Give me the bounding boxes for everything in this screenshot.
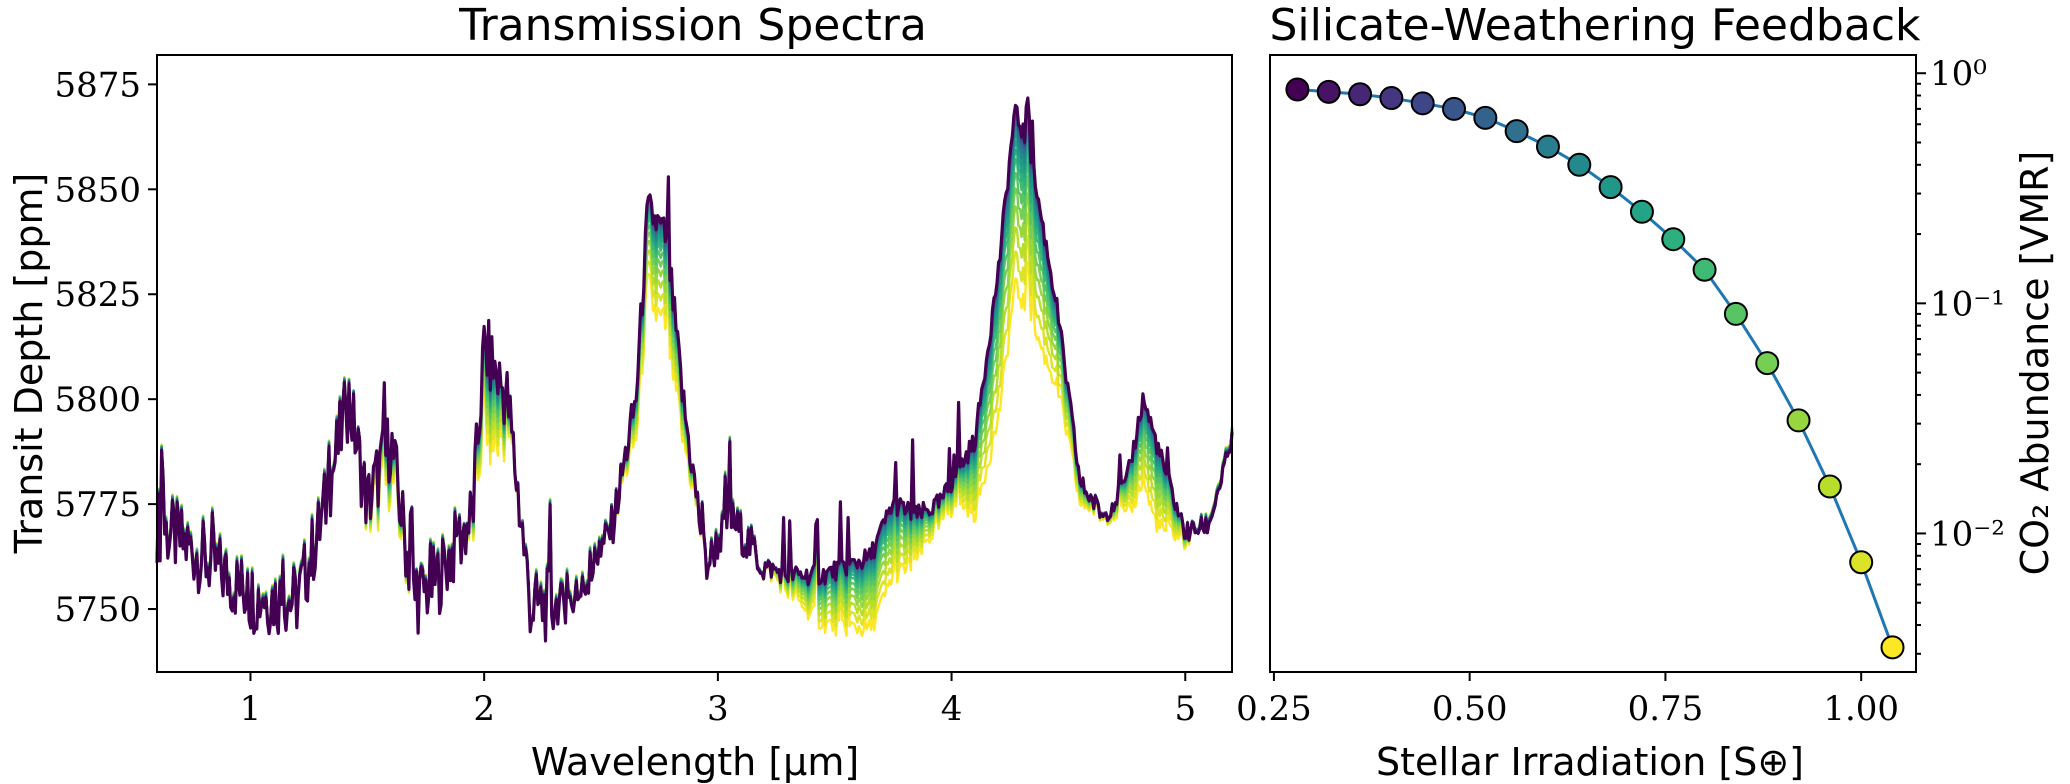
weathering-point	[1817, 474, 1842, 499]
weathering-panel: Silicate-Weathering Feedback 0.25 0.50 0.7…	[1236, 0, 2057, 784]
spectrum-line-7	[155, 103, 1234, 641]
spectrum-line-14	[155, 147, 1234, 638]
spectra-title: Transmission Spectra	[458, 0, 927, 51]
weathering-xtick-label: 0.25	[1236, 689, 1312, 729]
weathering-point	[1504, 119, 1529, 144]
spectrum-line-2	[155, 97, 1234, 642]
spectra-ylabel: Transit Depth [ppm]	[7, 173, 51, 555]
spectra-xticks: 1 2 3 4 5	[240, 672, 1196, 729]
spectrum-line-12	[155, 130, 1234, 639]
weathering-point	[1535, 134, 1560, 159]
weathering-point	[1379, 86, 1404, 111]
spectra-xtick-label: 5	[1174, 689, 1196, 729]
spectrum-line-13	[155, 138, 1234, 639]
spectrum-line-10	[155, 116, 1234, 640]
weathering-point	[1410, 91, 1435, 116]
spectra-series-group	[155, 96, 1234, 643]
weathering-point	[1567, 152, 1592, 177]
spectra-ytick-label: 5875	[54, 65, 141, 105]
spectrum-line-3	[155, 97, 1234, 642]
weathering-point	[1316, 79, 1341, 104]
spectra-yticks: 5750 5775 5800 5825 5850 5875	[54, 65, 157, 630]
spectra-ytick-label: 5825	[54, 275, 141, 315]
weathering-frame	[1269, 54, 1917, 673]
weathering-point	[1598, 175, 1623, 200]
weathering-point	[1473, 105, 1498, 130]
spectra-ytick-label: 5750	[54, 590, 141, 630]
weathering-point	[1285, 77, 1310, 102]
spectrum-line-5	[155, 99, 1234, 641]
spectra-ytick-label: 5850	[54, 170, 141, 210]
weathering-point	[1755, 351, 1780, 376]
weathering-xtick-label: 1.00	[1823, 689, 1899, 729]
weathering-point	[1786, 408, 1811, 433]
spectrum-line-8	[155, 107, 1234, 640]
weathering-title: Silicate-Weathering Feedback	[1270, 0, 1922, 51]
weathering-xlabel: Stellar Irradiation [S⊕]	[1376, 740, 1804, 784]
weathering-xticks: 0.25 0.50 0.75 1.00	[1236, 672, 1899, 729]
weathering-xtick-label: 0.75	[1628, 689, 1704, 729]
weathering-point	[1629, 199, 1654, 224]
weathering-xtick-label: 0.50	[1432, 689, 1508, 729]
weathering-yticks: 10⁰ 10⁻¹ 10⁻²	[1916, 54, 2005, 655]
weathering-ytick-label: 10⁻²	[1930, 514, 2005, 554]
weathering-line-group	[1297, 88, 1894, 648]
spectra-ytick-label: 5800	[54, 380, 141, 420]
spectra-xtick-label: 4	[941, 689, 963, 729]
weathering-ytick-label: 10⁻¹	[1930, 284, 2005, 324]
weathering-ylabel: CO₂ Abundance [VMR]	[2013, 151, 2057, 576]
weathering-point	[1692, 257, 1717, 282]
weathering-points-group	[1285, 77, 1905, 660]
spectra-xtick-label: 1	[240, 689, 262, 729]
spectra-xtick-label: 3	[707, 689, 729, 729]
spectrum-line-1	[155, 96, 1234, 643]
spectra-frame	[156, 54, 1233, 673]
spectrum-line-6	[155, 101, 1234, 641]
weathering-point	[1849, 550, 1874, 575]
weathering-ytick-label: 10⁰	[1930, 54, 1987, 94]
weathering-point	[1723, 301, 1748, 326]
weathering-point	[1880, 635, 1905, 660]
weathering-point	[1442, 96, 1467, 121]
spectrum-line-9	[155, 111, 1234, 640]
spectrum-line-20	[155, 257, 1234, 637]
spectra-xtick-label: 2	[473, 689, 495, 729]
spectra-xlabel: Wavelength [µm]	[531, 740, 859, 784]
spectra-ytick-label: 5775	[54, 485, 141, 525]
weathering-point	[1348, 82, 1373, 107]
spectrum-line-11	[155, 123, 1234, 639]
weathering-point	[1661, 227, 1686, 252]
spectrum-line-4	[155, 98, 1234, 642]
weathering-curve	[1297, 88, 1894, 648]
